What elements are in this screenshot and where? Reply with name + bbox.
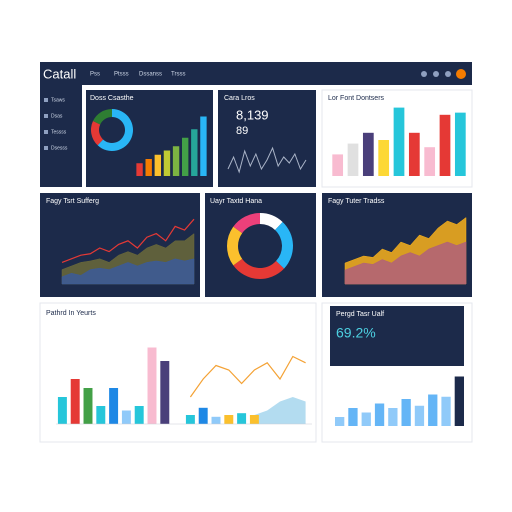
sidebar-item[interactable]: Dsas bbox=[51, 113, 63, 119]
bar bbox=[378, 140, 390, 176]
bar bbox=[347, 143, 359, 176]
kpi-value: 8,139 bbox=[236, 107, 269, 122]
icon[interactable] bbox=[433, 71, 439, 77]
icon bbox=[44, 130, 48, 134]
bar bbox=[57, 397, 67, 424]
nav-item[interactable]: Ptsss bbox=[114, 72, 129, 78]
sidebar-item[interactable]: Tessss bbox=[51, 129, 67, 135]
bar bbox=[109, 388, 119, 424]
bar bbox=[200, 116, 207, 176]
kpi-box bbox=[330, 306, 464, 366]
area bbox=[61, 258, 195, 285]
kpi-value: 69.2% bbox=[336, 325, 376, 341]
bar bbox=[83, 388, 93, 424]
nav-item[interactable]: Trsss bbox=[171, 72, 185, 78]
area bbox=[254, 397, 306, 424]
bar bbox=[96, 406, 106, 424]
bar bbox=[224, 415, 234, 424]
logo: Catall bbox=[43, 66, 76, 81]
bar bbox=[249, 415, 259, 424]
bar bbox=[401, 399, 411, 426]
panel-title: Pergd Tasr Ualf bbox=[336, 311, 384, 318]
panel bbox=[205, 193, 316, 297]
bar bbox=[454, 376, 465, 426]
bar bbox=[181, 137, 189, 176]
bar bbox=[348, 408, 358, 426]
bar bbox=[121, 410, 131, 424]
bar bbox=[362, 132, 374, 176]
bar bbox=[163, 150, 171, 176]
bar bbox=[136, 163, 143, 176]
icon bbox=[44, 114, 48, 118]
panel-title: Fagy Tsrt Sufferg bbox=[46, 198, 99, 205]
bar bbox=[134, 406, 144, 424]
kpi-value: 89 bbox=[236, 125, 248, 137]
bar bbox=[147, 347, 157, 424]
bar bbox=[172, 146, 180, 176]
sidebar-item[interactable]: Dsesss bbox=[51, 145, 68, 151]
bar bbox=[191, 129, 198, 176]
bar bbox=[441, 396, 451, 426]
bar bbox=[334, 417, 345, 426]
area bbox=[344, 241, 467, 285]
pie-slice bbox=[92, 109, 112, 125]
bar bbox=[388, 408, 398, 426]
sidebar bbox=[40, 62, 82, 187]
bar bbox=[393, 107, 405, 176]
bar bbox=[414, 405, 425, 426]
bar bbox=[428, 394, 438, 426]
icon bbox=[44, 98, 48, 102]
nav-item[interactable]: Dssanss bbox=[139, 72, 162, 78]
pie-slice bbox=[233, 258, 285, 279]
line bbox=[61, 218, 195, 263]
pie-slice bbox=[260, 213, 283, 230]
panel-title: Pathrd In Yeurts bbox=[46, 310, 96, 317]
panel-title: Lor Font Dontsers bbox=[328, 95, 385, 102]
panel-title: Doss Csasthe bbox=[90, 95, 134, 102]
pie-slice bbox=[275, 221, 294, 269]
bar bbox=[185, 415, 195, 424]
bar bbox=[374, 403, 385, 426]
bar bbox=[211, 416, 221, 424]
panel-title: Uayr Taxtd Hana bbox=[210, 198, 262, 205]
bar bbox=[160, 361, 170, 424]
panel bbox=[218, 90, 316, 187]
icon bbox=[44, 146, 48, 150]
pie-slice bbox=[97, 109, 134, 152]
pie-slice bbox=[91, 121, 104, 146]
bar bbox=[439, 114, 451, 176]
line bbox=[227, 146, 307, 174]
pie-slice bbox=[227, 226, 243, 266]
line bbox=[189, 355, 306, 398]
icon[interactable] bbox=[421, 71, 427, 77]
bar bbox=[145, 159, 152, 176]
avatar[interactable] bbox=[456, 69, 466, 79]
bar bbox=[454, 112, 466, 176]
bar bbox=[361, 412, 371, 426]
bar bbox=[408, 132, 420, 176]
panel-title: Cara Lros bbox=[224, 95, 255, 102]
bar bbox=[424, 147, 436, 176]
bar bbox=[154, 154, 162, 176]
sidebar-item[interactable]: Tsaws bbox=[51, 97, 65, 103]
icon[interactable] bbox=[445, 71, 451, 77]
bar bbox=[198, 407, 208, 424]
panel-title: Fagy Tuter Tradss bbox=[328, 198, 385, 205]
bar bbox=[332, 154, 344, 176]
bar bbox=[70, 379, 80, 424]
nav-item[interactable]: Pss bbox=[90, 72, 100, 78]
bar bbox=[237, 413, 247, 424]
pie-slice bbox=[233, 213, 260, 234]
top-bar bbox=[40, 62, 472, 85]
